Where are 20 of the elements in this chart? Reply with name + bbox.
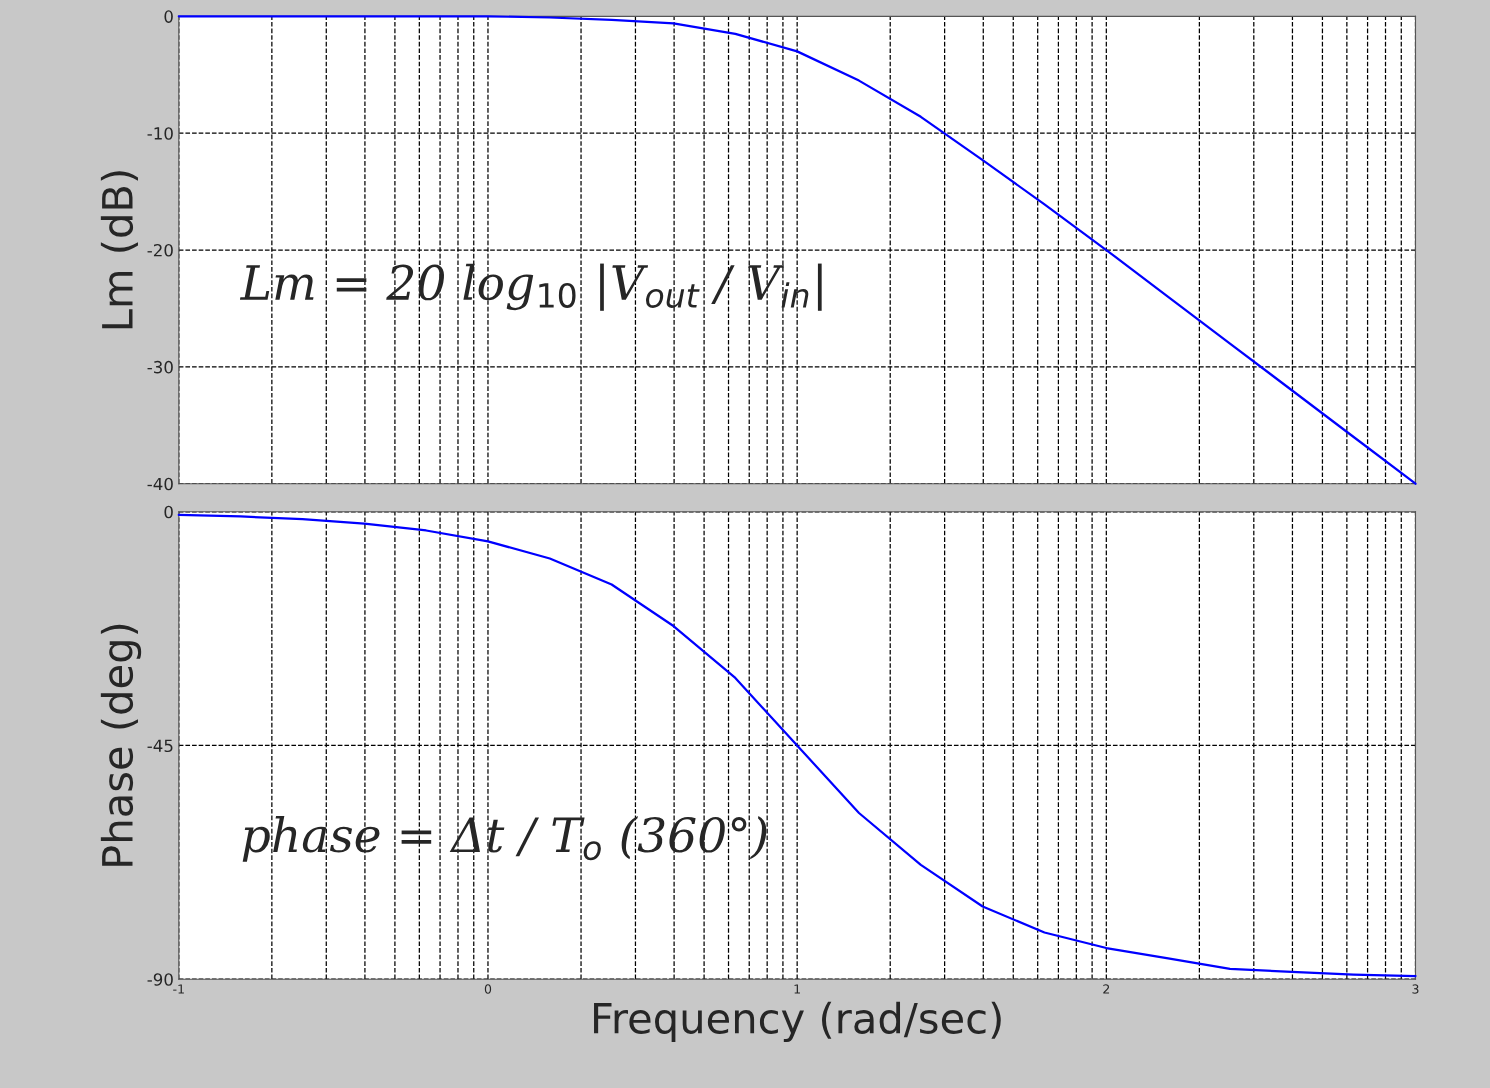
y-tick-label: -90 xyxy=(147,973,173,986)
y-tick-label: -40 xyxy=(147,477,173,491)
x-tick-label: 3 xyxy=(1412,984,1419,994)
line-series xyxy=(177,513,1417,978)
y-tick-label: 0 xyxy=(164,505,173,519)
x-tick-label: 1 xyxy=(794,984,800,994)
y-axis-title: Phase (deg) xyxy=(100,624,142,866)
annotation: phase = Δt / T$_{o}$ (360°) xyxy=(242,816,767,862)
x-tick-label: 2 xyxy=(1103,984,1110,994)
x-tick-label: -1 xyxy=(173,984,184,994)
y-axis-title: Lm (dB) xyxy=(100,171,138,329)
y-tick-label: -45 xyxy=(147,739,173,753)
y-tick-label: -20 xyxy=(147,243,173,257)
annotation: Lm = 20 log$_{10}$ |V$_{out}$ / V$_{in}$| xyxy=(239,263,822,311)
y-tick-label: 0 xyxy=(164,10,173,23)
x-tick-label: 0 xyxy=(484,984,492,994)
line-series xyxy=(177,15,1417,485)
y-tick-label: -10 xyxy=(147,127,173,140)
y-tick-label: -30 xyxy=(147,360,173,374)
x-axis-title: Frequency (rad/sec) xyxy=(594,1001,1001,1043)
